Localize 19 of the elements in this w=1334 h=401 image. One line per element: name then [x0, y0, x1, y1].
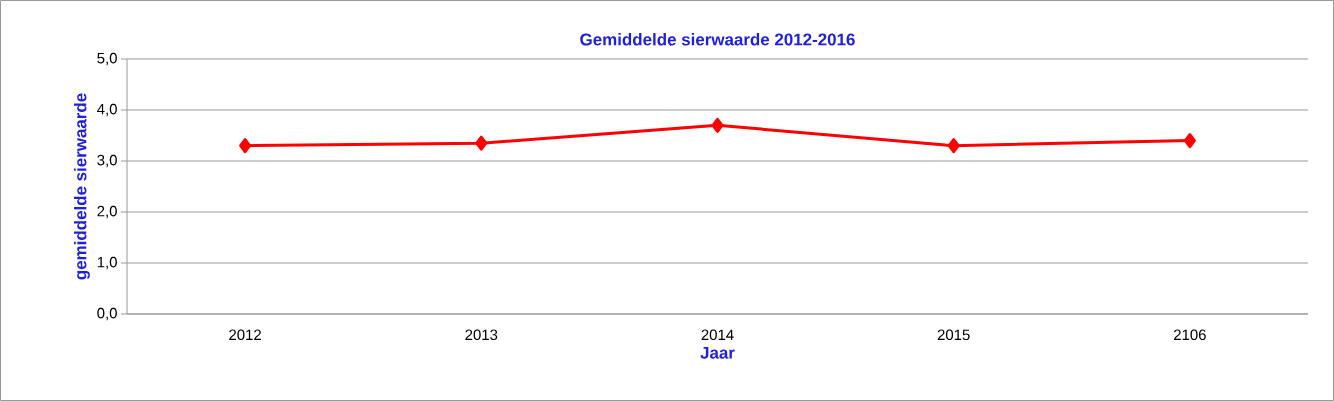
x-tick-label: 2015	[937, 329, 970, 341]
point	[711, 117, 724, 133]
y-tick-label: 4,0	[97, 103, 117, 117]
y-tick-label: 0,0	[97, 307, 117, 321]
point	[475, 135, 488, 151]
point	[239, 138, 252, 154]
x-tick-label: 2012	[229, 329, 261, 341]
y-axis-title: gemiddelde sierwaarde	[74, 93, 90, 280]
x-tick-label: 2106	[1174, 329, 1206, 341]
y-tick-label: 5,0	[97, 52, 117, 66]
x-tick-label: 2013	[465, 329, 498, 341]
x-tick-label: 2014	[701, 329, 734, 341]
x-axis-title: Jaar	[700, 346, 735, 359]
y-tick-label: 3,0	[97, 154, 117, 168]
point	[947, 138, 960, 154]
y-tick-label: 1,0	[97, 256, 117, 270]
y-tick-label: 2,0	[97, 205, 117, 219]
chart-title: Gemiddelde sierwaarde 2012-2016	[580, 33, 855, 46]
point	[1183, 133, 1196, 149]
